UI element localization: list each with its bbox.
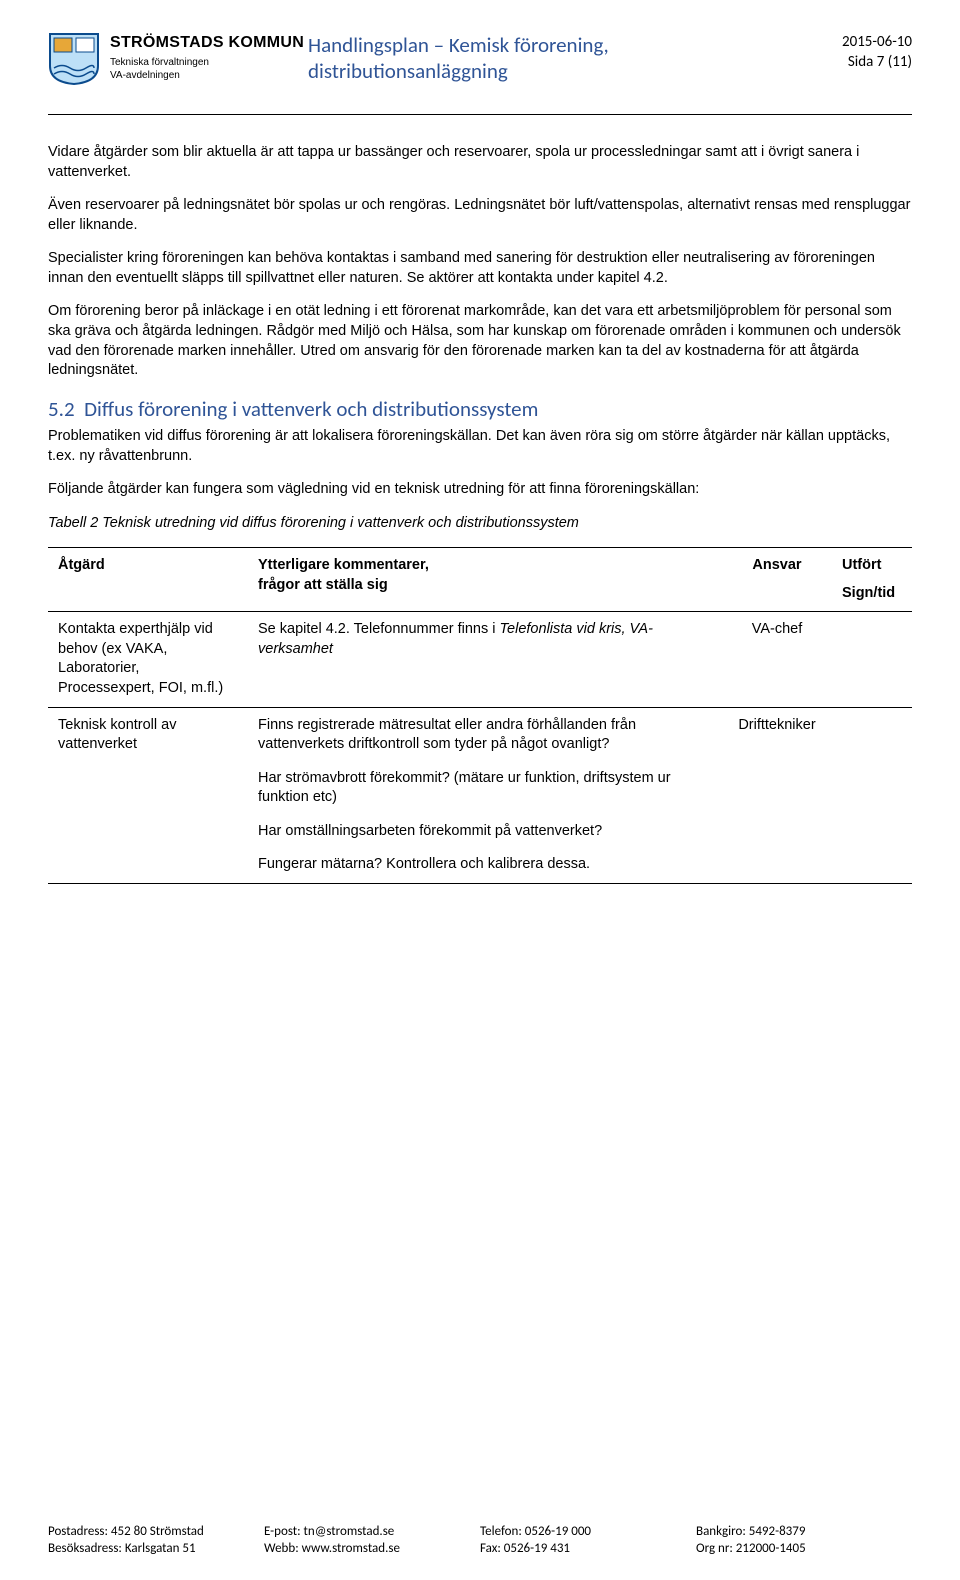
section-heading: 5.2 Diffus förorening i vattenverk och d… (48, 395, 912, 423)
col-responsible: Ansvar (722, 548, 832, 612)
table-row: Teknisk kontroll av vattenverket Finns r… (48, 707, 912, 883)
footer-col-phone: Telefon: 0526-19 000 Fax: 0526-19 431 (480, 1523, 696, 1558)
org-name: STRÖMSTADS KOMMUN (110, 32, 304, 54)
cell-signed (832, 707, 912, 883)
document-footer: Postadress: 452 80 Strömstad Besöksadres… (48, 1523, 912, 1558)
paragraph: Problematiken vid diffus förorening är a… (48, 427, 912, 466)
cell-comment: Se kapitel 4.2. Telefonnummer finns i Te… (248, 612, 722, 707)
paragraph: Följande åtgärder kan fungera som vägled… (48, 480, 912, 500)
paragraph: Även reservoarer på ledningsnätet bör sp… (48, 196, 912, 235)
footer-col-banking: Bankgiro: 5492-8379 Org nr: 212000-1405 (696, 1523, 912, 1558)
cell-signed (832, 612, 912, 707)
action-table: Åtgärd Ytterligare kommentarer, frågor a… (48, 547, 912, 884)
org-subtitle-2: VA-avdelningen (110, 69, 304, 83)
col-signed: Utfört Sign/tid (832, 548, 912, 612)
table-caption: Tabell 2 Teknisk utredning vid diffus fö… (48, 514, 912, 534)
doc-date: 2015-06-10 (842, 32, 912, 52)
cell-action: Kontakta experthjälp vid behov (ex VAKA,… (48, 612, 248, 707)
org-subtitle-1: Tekniska förvaltningen (110, 56, 304, 70)
doc-title: Handlingsplan – Kemisk förorening, distr… (308, 32, 842, 85)
paragraph: Specialister kring föroreningen kan behö… (48, 249, 912, 288)
paragraph: Vidare åtgärder som blir aktuella är att… (48, 143, 912, 182)
table-header-row: Åtgärd Ytterligare kommentarer, frågor a… (48, 548, 912, 612)
col-comments: Ytterligare kommentarer, frågor att stäl… (248, 548, 722, 612)
col-action: Åtgärd (48, 548, 248, 612)
document-body: Vidare åtgärder som blir aktuella är att… (48, 143, 912, 884)
footer-col-web: E-post: tn@stromstad.se Webb: www.stroms… (264, 1523, 480, 1558)
cell-responsible: Drifttekniker (722, 707, 832, 883)
paragraph: Om förorening beror på inläckage i en ot… (48, 302, 912, 380)
municipal-logo-icon (48, 32, 100, 86)
table-row: Kontakta experthjälp vid behov (ex VAKA,… (48, 612, 912, 707)
cell-comment: Finns registrerade mätresultat eller and… (248, 707, 722, 883)
cell-action: Teknisk kontroll av vattenverket (48, 707, 248, 883)
org-block: STRÖMSTADS KOMMUN Tekniska förvaltningen… (48, 32, 308, 86)
footer-col-address: Postadress: 452 80 Strömstad Besöksadres… (48, 1523, 264, 1558)
cell-responsible: VA-chef (722, 612, 832, 707)
header-meta: 2015-06-10 Sida 7 (11) (842, 32, 912, 73)
page-number: Sida 7 (11) (842, 52, 912, 72)
document-header: STRÖMSTADS KOMMUN Tekniska förvaltningen… (48, 32, 912, 115)
